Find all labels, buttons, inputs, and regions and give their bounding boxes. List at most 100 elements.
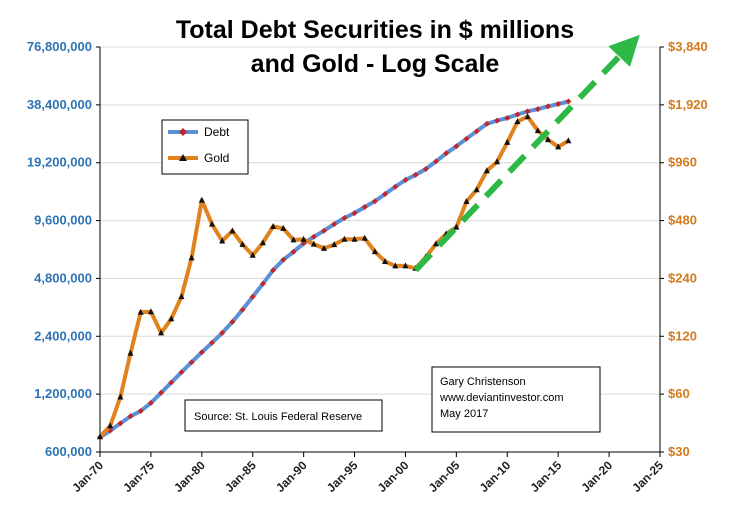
gold-point [97, 433, 103, 440]
series-layer [97, 98, 572, 441]
gold-point [107, 422, 114, 429]
left-tick-label: 19,200,000 [27, 155, 92, 170]
debt-point [147, 399, 154, 406]
gold-point [188, 254, 195, 261]
debt-point [494, 117, 501, 124]
debt-point [422, 166, 429, 172]
debt-point [310, 233, 317, 240]
debt-point [402, 177, 409, 183]
gold-point [402, 262, 409, 269]
debt-point [371, 198, 378, 205]
gold-point [117, 393, 124, 400]
gold-point [219, 237, 226, 244]
debt-point [545, 103, 551, 110]
gold-point [565, 137, 572, 144]
debt-point [178, 369, 185, 376]
left-tick-label: 2,400,000 [34, 328, 92, 343]
gold-point [473, 186, 480, 193]
debt-point [209, 339, 215, 346]
axes [99, 47, 661, 453]
debt-point [321, 227, 327, 234]
gold-point [249, 251, 256, 258]
chart-title-line1: Total Debt Securities in $ millions [176, 16, 574, 44]
left-tick-label: 600,000 [45, 444, 92, 459]
right-tick-label: $120 [668, 328, 697, 343]
debt-point [443, 150, 450, 157]
source-text: Source: St. Louis Federal Reserve [194, 411, 362, 423]
debt-point [473, 128, 480, 135]
gold-point [310, 240, 317, 247]
credit-website: www.deviantinvestor.com [439, 392, 564, 404]
debt-point [158, 389, 165, 396]
legend-box [161, 119, 249, 175]
left-tick-label: 1,200,000 [34, 386, 92, 401]
gold-point [280, 224, 287, 231]
debt-point [198, 349, 205, 356]
gold-point [545, 136, 551, 143]
right-tick-label: $240 [668, 270, 697, 285]
legend-debt-label: Debt [204, 125, 230, 139]
debt-point [341, 215, 348, 221]
right-tick-label: $1,920 [668, 97, 708, 112]
debt-point [555, 101, 562, 107]
gold-point [463, 198, 470, 204]
gold-point [392, 262, 399, 269]
right-tick-label: $3,840 [668, 39, 708, 54]
debt-point [280, 256, 287, 263]
debt-point [382, 191, 389, 197]
gold-point [524, 113, 531, 120]
gold-point [494, 158, 501, 165]
gold-point [331, 241, 338, 248]
gold-point [198, 196, 205, 203]
right-tick-label: $30 [668, 444, 690, 459]
debt-point [249, 293, 256, 300]
debt-point [524, 108, 531, 115]
gold-point [137, 308, 144, 315]
legend-gold-label: Gold [204, 151, 229, 165]
left-axis-ticks: 600,000 1,200,000 2,400,000 4,800,000 9,600,… [27, 39, 100, 459]
debt-point [453, 143, 460, 150]
gold-point [239, 240, 246, 247]
left-tick-label: 38,400,000 [27, 97, 92, 112]
source-box-frame [184, 399, 383, 432]
gold-point [371, 248, 378, 255]
right-tick-label: $480 [668, 213, 697, 228]
gold-point [209, 220, 215, 227]
debt-point [392, 183, 399, 190]
debt-point [514, 111, 521, 118]
debt-point [290, 248, 297, 255]
debt-point [331, 221, 338, 228]
gold-point [147, 308, 154, 315]
gold-point [259, 239, 266, 246]
legend: Debt Gold [161, 119, 249, 175]
debt-point [219, 329, 226, 336]
gold-point [168, 315, 175, 322]
credit-box: Gary Christenson www.deviantinvestor.com… [431, 366, 601, 433]
gold-point [300, 235, 307, 242]
gold-point [127, 349, 134, 356]
right-axis-ticks: $30 $60 $120 $240 $480 $960 $1,920 $3,840 [660, 39, 708, 459]
gold-point [341, 235, 348, 242]
gold-point [433, 240, 439, 247]
debt-point [270, 267, 277, 274]
gold-point [555, 143, 562, 150]
debt-point [117, 420, 124, 427]
debt-point [137, 408, 144, 414]
gold-point [351, 235, 358, 242]
credit-box-frame [431, 366, 601, 433]
gold-point [321, 244, 327, 251]
right-tick-label: $60 [668, 386, 690, 401]
legend-gold-marker [179, 154, 187, 161]
debt-point [361, 204, 368, 210]
debt-point [168, 379, 175, 386]
debt-point [188, 359, 195, 366]
gold-point [382, 258, 389, 264]
debt-point [351, 210, 358, 217]
left-tick-label: 9,600,000 [34, 213, 92, 228]
debt-point [504, 115, 511, 121]
credit-date: May 2017 [440, 408, 488, 420]
gold-point [290, 236, 297, 243]
source-box: Source: St. Louis Federal Reserve [184, 399, 383, 432]
